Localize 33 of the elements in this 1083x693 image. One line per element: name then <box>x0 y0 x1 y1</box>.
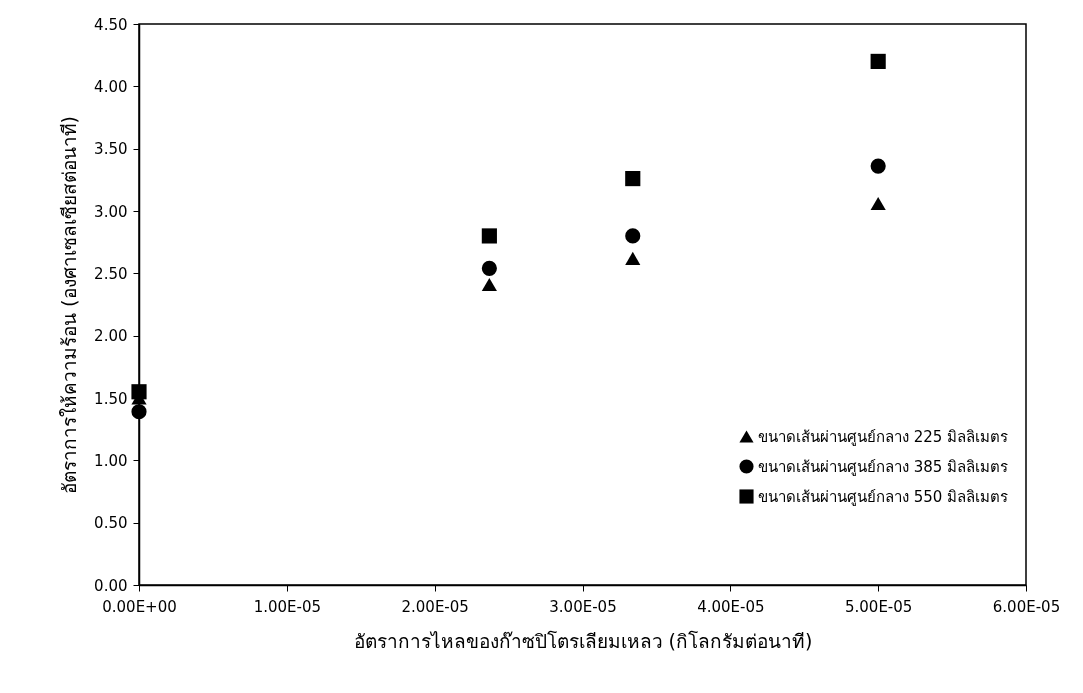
point <box>481 228 497 244</box>
x-tick-label: 2.00E-05 <box>401 597 469 616</box>
legend-label: ขนาดเส้นผ่านศูนย์กลาง 550 มิลลิเมตร <box>758 487 1009 506</box>
y-tick-label: 3.50 <box>94 140 128 159</box>
legend-label: ขนาดเส้นผ่านศูนย์กลาง 225 มิลลิเมตร <box>758 427 1009 446</box>
point <box>625 228 641 244</box>
point <box>870 196 886 211</box>
y-tick-label: 2.50 <box>94 264 128 283</box>
y-tick-label: 4.00 <box>94 77 128 96</box>
y-tick-label: 4.50 <box>94 15 128 34</box>
y-tick-label: 3.00 <box>94 202 128 221</box>
y-tick-label: 0.00 <box>94 576 128 595</box>
x-tick-label: 6.00E-05 <box>992 597 1061 616</box>
y-axis-title: อัตราการให้ความร้อน (องศาเซลเซียสต่อนาที) <box>58 116 81 494</box>
x-tick-label: 0.00E+00 <box>102 597 177 616</box>
y-tick-label: 1.00 <box>94 451 128 470</box>
x-tick-label: 5.00E-05 <box>844 597 913 616</box>
y-tick-label: 2.00 <box>94 327 128 346</box>
x-axis-title: อัตราการไหลของก๊าซปิโตรเลียมเหลว (กิโลกรัมต่อนาที) <box>353 629 813 652</box>
point <box>870 53 886 69</box>
legend-label: ขนาดเส้นผ่านศูนย์กลาง 385 มิลลิเมตร <box>758 457 1009 476</box>
point <box>481 260 497 276</box>
x-tick-label: 3.00E-05 <box>549 597 617 616</box>
point <box>625 251 641 265</box>
x-tick-label: 4.00E-05 <box>697 597 765 616</box>
point <box>870 158 886 174</box>
point <box>625 171 641 187</box>
point <box>481 277 497 292</box>
point <box>131 404 147 420</box>
x-tick-label: 1.00E-05 <box>253 597 322 616</box>
y-tick-label: 0.50 <box>94 514 128 533</box>
y-tick-label: 1.50 <box>94 389 128 408</box>
point <box>131 384 147 400</box>
